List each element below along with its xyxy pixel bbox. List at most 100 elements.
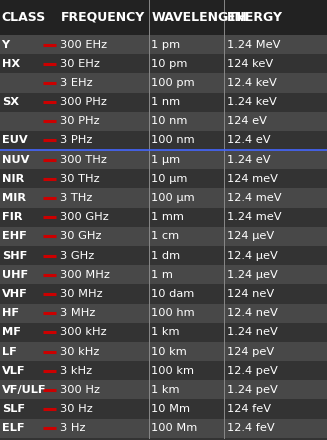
Text: 12.4 peV: 12.4 peV — [227, 366, 277, 376]
Text: MIR: MIR — [2, 193, 26, 203]
Text: 12.4 eV: 12.4 eV — [227, 136, 270, 146]
Bar — [0, 0, 327, 35]
Text: 3 GHz: 3 GHz — [60, 251, 95, 260]
Bar — [0, 54, 327, 73]
Bar — [0, 342, 327, 361]
Bar — [0, 380, 327, 400]
Text: 1.24 meV: 1.24 meV — [227, 212, 281, 222]
Text: Y: Y — [2, 40, 10, 50]
Bar — [0, 284, 327, 304]
Text: 10 nm: 10 nm — [151, 116, 188, 126]
Text: 1.24 peV: 1.24 peV — [227, 385, 277, 395]
Text: 1 pm: 1 pm — [151, 40, 181, 50]
Text: 300 THz: 300 THz — [60, 155, 107, 165]
Text: ELF: ELF — [2, 423, 24, 433]
Text: 12.4 meV: 12.4 meV — [227, 193, 281, 203]
Text: SX: SX — [2, 97, 19, 107]
Text: NIR: NIR — [2, 174, 24, 184]
Text: UHF: UHF — [2, 270, 28, 280]
Text: 100 hm: 100 hm — [151, 308, 195, 318]
Text: 300 EHz: 300 EHz — [60, 40, 108, 50]
Text: SHF: SHF — [2, 251, 27, 260]
Text: 3 kHz: 3 kHz — [60, 366, 93, 376]
Text: 124 meV: 124 meV — [227, 174, 278, 184]
Text: 300 Hz: 300 Hz — [60, 385, 100, 395]
Text: 30 PHz: 30 PHz — [60, 116, 100, 126]
Text: 1 mm: 1 mm — [151, 212, 184, 222]
Text: EUV: EUV — [2, 136, 27, 146]
Text: 1 cm: 1 cm — [151, 231, 180, 242]
Text: 12.4 keV: 12.4 keV — [227, 78, 276, 88]
Text: 3 PHz: 3 PHz — [60, 136, 93, 146]
Text: 1.24 neV: 1.24 neV — [227, 327, 277, 337]
Bar — [0, 169, 327, 188]
Text: VF/ULF: VF/ULF — [2, 385, 46, 395]
Text: HF: HF — [2, 308, 19, 318]
Text: 100 nm: 100 nm — [151, 136, 195, 146]
Bar — [0, 227, 327, 246]
Bar — [0, 400, 327, 419]
Text: 3 MHz: 3 MHz — [60, 308, 96, 318]
Text: 1.24 keV: 1.24 keV — [227, 97, 276, 107]
Text: 100 km: 100 km — [151, 366, 194, 376]
Text: 30 EHz: 30 EHz — [60, 59, 100, 69]
Text: 30 GHz: 30 GHz — [60, 231, 102, 242]
Text: 100 μm: 100 μm — [151, 193, 195, 203]
Text: 10 km: 10 km — [151, 347, 187, 356]
Text: NUV: NUV — [2, 155, 29, 165]
Text: EHF: EHF — [2, 231, 26, 242]
Text: 30 Hz: 30 Hz — [60, 404, 93, 414]
Text: 1 dm: 1 dm — [151, 251, 181, 260]
Text: 300 GHz: 300 GHz — [60, 212, 109, 222]
Text: 300 PHz: 300 PHz — [60, 97, 107, 107]
Text: 30 MHz: 30 MHz — [60, 289, 103, 299]
Text: 1 nm: 1 nm — [151, 97, 181, 107]
Bar — [0, 419, 327, 438]
Text: WAVELENGTH: WAVELENGTH — [151, 11, 248, 24]
Bar — [0, 92, 327, 112]
Bar — [0, 73, 327, 92]
Bar — [0, 246, 327, 265]
Text: 124 μeV: 124 μeV — [227, 231, 274, 242]
Text: FIR: FIR — [2, 212, 22, 222]
Text: VLF: VLF — [2, 366, 25, 376]
Text: 124 keV: 124 keV — [227, 59, 273, 69]
Text: SLF: SLF — [2, 404, 25, 414]
Text: 3 THz: 3 THz — [60, 193, 93, 203]
Bar — [0, 265, 327, 284]
Text: 30 kHz: 30 kHz — [60, 347, 100, 356]
Text: 10 pm: 10 pm — [151, 59, 188, 69]
Bar — [0, 361, 327, 380]
Text: 1.24 MeV: 1.24 MeV — [227, 40, 280, 50]
Text: 124 feV: 124 feV — [227, 404, 271, 414]
Bar — [0, 112, 327, 131]
Text: 12.4 neV: 12.4 neV — [227, 308, 277, 318]
Text: CLASS: CLASS — [2, 11, 46, 24]
Text: MF: MF — [2, 327, 21, 337]
Bar — [0, 35, 327, 54]
Text: 10 Mm: 10 Mm — [151, 404, 190, 414]
Text: 1 km: 1 km — [151, 385, 180, 395]
Text: 100 pm: 100 pm — [151, 78, 195, 88]
Text: 10 dam: 10 dam — [151, 289, 195, 299]
Text: FREQUENCY: FREQUENCY — [60, 11, 145, 24]
Text: 3 Hz: 3 Hz — [60, 423, 86, 433]
Text: 30 THz: 30 THz — [60, 174, 100, 184]
Text: 124 peV: 124 peV — [227, 347, 274, 356]
Text: 3 EHz: 3 EHz — [60, 78, 93, 88]
Text: 300 MHz: 300 MHz — [60, 270, 111, 280]
Text: 1.24 eV: 1.24 eV — [227, 155, 270, 165]
Text: 1 km: 1 km — [151, 327, 180, 337]
Bar — [0, 208, 327, 227]
Text: 124 eV: 124 eV — [227, 116, 267, 126]
Text: 10 μm: 10 μm — [151, 174, 188, 184]
Bar — [0, 188, 327, 208]
Bar — [0, 304, 327, 323]
Text: 12.4 feV: 12.4 feV — [227, 423, 274, 433]
Text: 1 m: 1 m — [151, 270, 173, 280]
Bar — [0, 131, 327, 150]
Text: 1.24 μeV: 1.24 μeV — [227, 270, 277, 280]
Bar — [0, 323, 327, 342]
Text: 1 μm: 1 μm — [151, 155, 181, 165]
Text: VHF: VHF — [2, 289, 27, 299]
